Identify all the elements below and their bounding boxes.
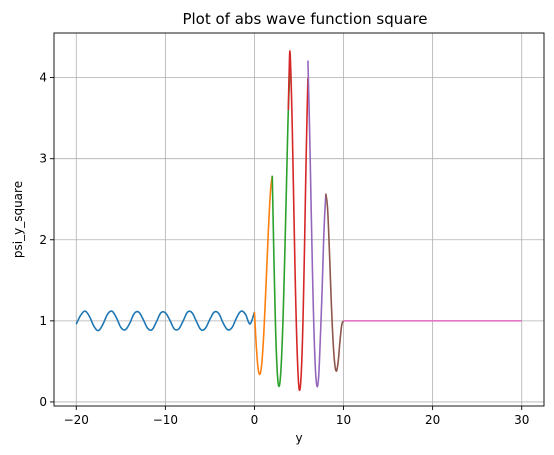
series-line-4: [287, 50, 309, 392]
y-tick-label: 0: [39, 395, 47, 409]
x-axis-label: y: [295, 431, 302, 445]
y-tick-label: 3: [39, 152, 47, 166]
series-line-6: [324, 193, 345, 372]
y-tick-label: 1: [39, 314, 47, 328]
series-layer: [75, 50, 522, 392]
series-line-1: [75, 310, 256, 332]
x-tick-label: 20: [425, 413, 440, 427]
x-axis: −20 −10 0 10 20 30: [64, 406, 529, 427]
series-line-3: [271, 69, 291, 388]
y-axis: 0 1 2 3 4: [39, 71, 54, 409]
x-tick-label: −20: [64, 413, 89, 427]
series-line-5: [307, 60, 327, 388]
x-tick-label: 10: [336, 413, 351, 427]
x-tick-label: −10: [153, 413, 178, 427]
y-axis-label: psi_y_square: [11, 181, 25, 258]
y-tick-label: 2: [39, 233, 47, 247]
y-tick-label: 4: [39, 71, 47, 85]
x-tick-label: 30: [514, 413, 529, 427]
series-line-2: [253, 175, 274, 376]
plot-frame: [53, 32, 545, 407]
grid: [54, 33, 544, 406]
chart-title: Plot of abs wave function square: [182, 10, 427, 28]
x-tick-label: 0: [251, 413, 259, 427]
